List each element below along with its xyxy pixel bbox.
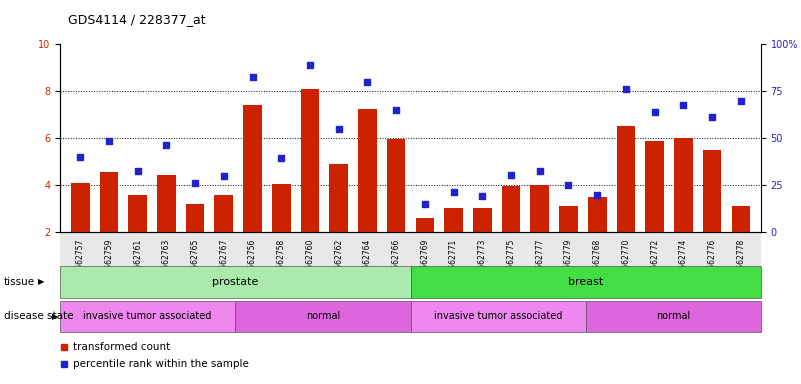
Text: percentile rank within the sample: percentile rank within the sample [73, 359, 248, 369]
Point [217, 173, 230, 179]
Point [160, 142, 173, 148]
Point [476, 193, 489, 199]
Text: tissue: tissue [4, 277, 35, 287]
Point [648, 109, 661, 116]
Bar [235, 301, 410, 332]
Bar [617, 126, 635, 232]
Bar [731, 207, 751, 232]
Point [131, 168, 144, 174]
Bar [272, 184, 291, 232]
Text: invasive tumor associated: invasive tumor associated [83, 311, 212, 321]
Text: prostate: prostate [212, 277, 259, 287]
Bar [70, 183, 90, 232]
Text: transformed count: transformed count [73, 341, 170, 352]
Bar [60, 266, 410, 298]
Bar [674, 138, 693, 232]
Text: ▶: ▶ [52, 312, 58, 321]
Text: normal: normal [656, 311, 690, 321]
Text: disease state: disease state [4, 311, 74, 321]
Point [304, 62, 316, 68]
Point [619, 86, 632, 92]
Point [562, 182, 575, 188]
Point [246, 74, 259, 80]
Point [418, 201, 431, 207]
Bar [128, 195, 147, 232]
Point [533, 168, 546, 174]
Point [275, 155, 288, 161]
Bar [559, 207, 578, 232]
Bar [501, 187, 521, 232]
Text: normal: normal [306, 311, 340, 321]
Bar [244, 105, 262, 232]
Bar [588, 197, 606, 232]
Bar [215, 195, 233, 232]
Point [591, 192, 604, 198]
Text: ▶: ▶ [38, 277, 45, 286]
Point [103, 137, 115, 144]
Point [332, 126, 345, 132]
Bar [646, 141, 664, 232]
Point [706, 114, 718, 120]
Bar [586, 301, 761, 332]
Bar [410, 301, 586, 332]
Point [505, 172, 517, 178]
Bar [702, 150, 722, 232]
Point [361, 79, 374, 85]
Bar [358, 109, 376, 232]
Point [677, 102, 690, 108]
Bar [329, 164, 348, 232]
Bar [300, 89, 320, 232]
Point [390, 107, 403, 113]
Bar [99, 172, 119, 232]
Bar [416, 218, 434, 232]
Text: breast: breast [568, 277, 603, 287]
Bar [387, 139, 405, 232]
Bar [157, 175, 175, 232]
Point [74, 154, 87, 160]
Bar [410, 266, 761, 298]
Point [447, 189, 460, 195]
Point [189, 180, 202, 186]
Bar [60, 301, 235, 332]
Text: invasive tumor associated: invasive tumor associated [434, 311, 562, 321]
Bar [186, 204, 204, 232]
Text: GDS4114 / 228377_at: GDS4114 / 228377_at [68, 13, 206, 26]
Bar [445, 208, 463, 232]
Bar [473, 208, 492, 232]
Bar [530, 185, 549, 232]
Point [735, 98, 747, 104]
